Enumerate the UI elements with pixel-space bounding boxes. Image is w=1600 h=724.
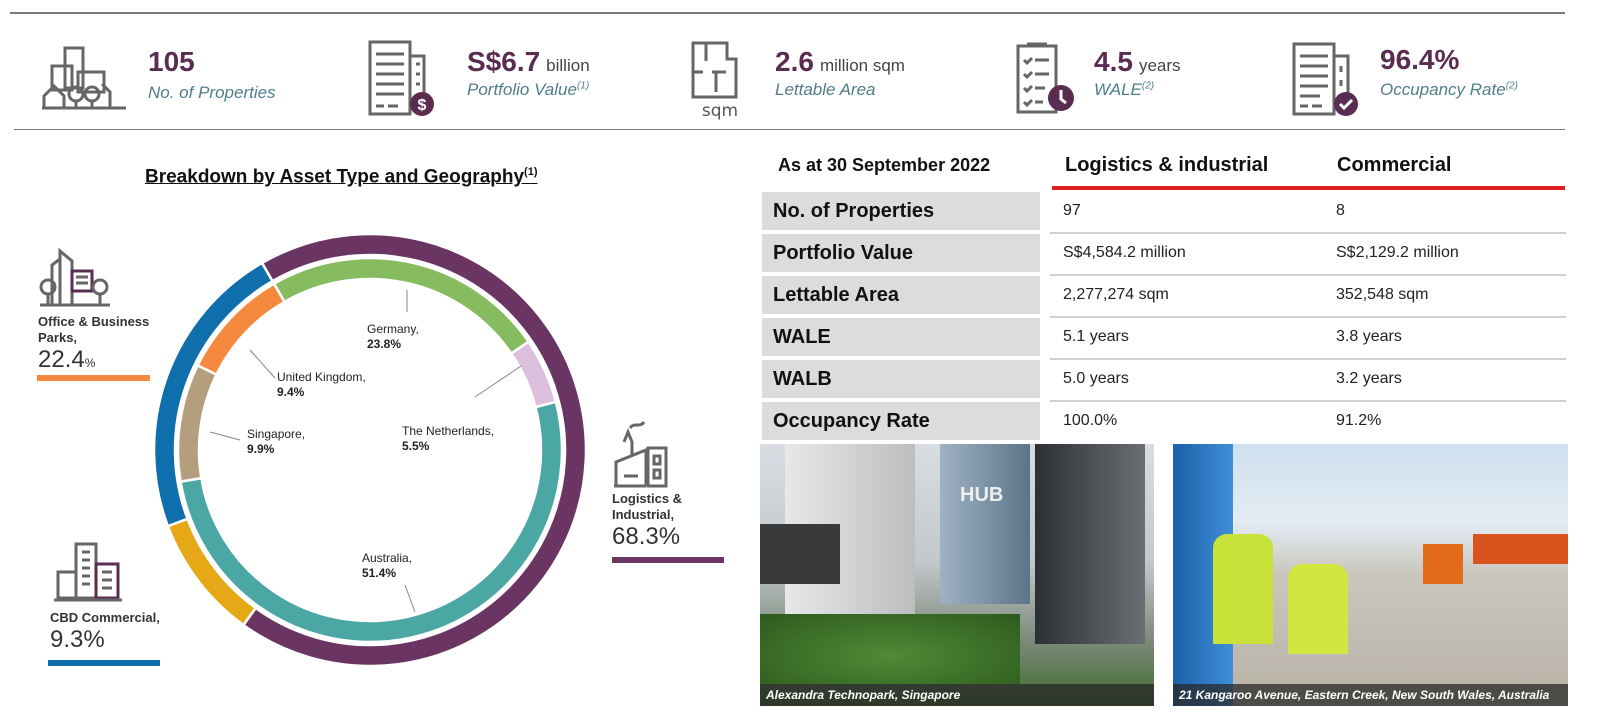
hub-sign: HUB: [960, 484, 1004, 506]
logistics-legend-bar: [612, 557, 724, 563]
asset-logistics: Logistics & Industrial, 68.3%: [612, 491, 683, 550]
row-divider: [1050, 232, 1566, 234]
chart-title: Breakdown by Asset Type and Geography(1): [145, 166, 538, 188]
kpi-properties-label: No. of Properties: [148, 83, 276, 102]
building-check-icon: [1292, 42, 1358, 116]
table-row-label: WALB: [762, 360, 1040, 398]
table-row-label: WALE: [762, 318, 1040, 356]
kpi-wale-label: WALE(2): [1094, 80, 1155, 99]
table-cell: 5.1 years: [1063, 328, 1129, 345]
cbd-legend-bar: [48, 660, 160, 666]
logistics-industrial-icon: [614, 421, 668, 488]
table-cell: 3.2 years: [1336, 370, 1402, 387]
table-cell: S$4,584.2 million: [1063, 244, 1186, 261]
cbd-commercial-icon: [54, 542, 122, 602]
table-cell: 8: [1336, 202, 1345, 219]
label-australia: Australia, 51.4%: [362, 551, 413, 580]
table-col-logistics: Logistics & industrial: [1065, 154, 1269, 176]
row-divider: [1050, 274, 1566, 276]
floorplan-sqm-icon: sqm: [691, 41, 738, 120]
office-business-parks-icon: [39, 247, 110, 307]
photo-alexandra-technopark: HUB Alexandra Technopark, Singapore: [760, 444, 1154, 706]
leader-line: [404, 584, 416, 613]
outer-slice-2: [152, 261, 275, 528]
table-cell: 2,277,274 sqm: [1063, 286, 1169, 303]
kpi-area-value: 2.6 million sqm: [775, 46, 905, 77]
leader-line: [249, 349, 276, 379]
row-divider: [1050, 400, 1566, 402]
leader-line: [209, 431, 241, 441]
table-row-label: Portfolio Value: [762, 234, 1040, 272]
svg-text:sqm: sqm: [702, 101, 738, 120]
label-germany: Germany, 23.8%: [367, 322, 419, 351]
kpi-divider: [14, 129, 1565, 130]
top-divider: [10, 12, 1565, 14]
row-divider: [1050, 358, 1566, 360]
photo-caption: Alexandra Technopark, Singapore: [760, 684, 1154, 706]
office-legend-bar: [37, 375, 150, 381]
table-cell: 3.8 years: [1336, 328, 1402, 345]
label-singapore: Singapore, 9.9%: [247, 427, 306, 456]
table-col-commercial: Commercial: [1337, 154, 1452, 176]
table-cell: 5.0 years: [1063, 370, 1129, 387]
table-cell: 91.2%: [1336, 412, 1382, 429]
kpi-properties-value: 105: [148, 46, 195, 77]
clipboard-clock-icon: [1016, 42, 1074, 114]
table-cell: 97: [1063, 202, 1081, 219]
table-cell: 100.0%: [1063, 412, 1118, 429]
asset-office: Office & Business Parks, 22.4%: [38, 314, 150, 373]
table-header-accent-line: [1052, 186, 1565, 190]
table-row-label: Lettable Area: [762, 276, 1040, 314]
leader-line: [474, 365, 522, 398]
kpi-wale-value: 4.5 years: [1094, 46, 1181, 77]
kpi-area-label: Lettable Area: [775, 80, 876, 99]
table-row-label: No. of Properties: [762, 192, 1040, 230]
building-dollar-icon: $: [368, 40, 434, 116]
kpi-portfolio-label: Portfolio Value(1): [467, 80, 590, 99]
table-row-label: Occupancy Rate: [762, 402, 1040, 440]
buildings-trees-icon: [42, 46, 126, 110]
kpi-occupancy-label: Occupancy Rate(2): [1380, 80, 1518, 99]
photo-caption: 21 Kangaroo Avenue, Eastern Creek, New S…: [1173, 684, 1568, 706]
inner-slice-4: [195, 282, 287, 377]
label-uk: United Kingdom, 9.4%: [277, 370, 366, 399]
donut-chart: [152, 232, 588, 668]
table-cell: S$2,129.2 million: [1336, 244, 1459, 261]
row-divider: [1050, 316, 1566, 318]
kpi-portfolio-value: S$6.7 billion: [467, 46, 590, 77]
table-cell: 352,548 sqm: [1336, 286, 1429, 303]
label-netherlands: The Netherlands, 5.5%: [402, 424, 495, 453]
svg-text:$: $: [418, 97, 427, 114]
kpi-occupancy-value: 96.4%: [1380, 44, 1460, 75]
table-date-header: As at 30 September 2022: [778, 155, 991, 175]
photo-kangaroo-avenue: 21 Kangaroo Avenue, Eastern Creek, New S…: [1173, 444, 1568, 706]
asset-cbd: CBD Commercial, 9.3%: [50, 610, 160, 653]
